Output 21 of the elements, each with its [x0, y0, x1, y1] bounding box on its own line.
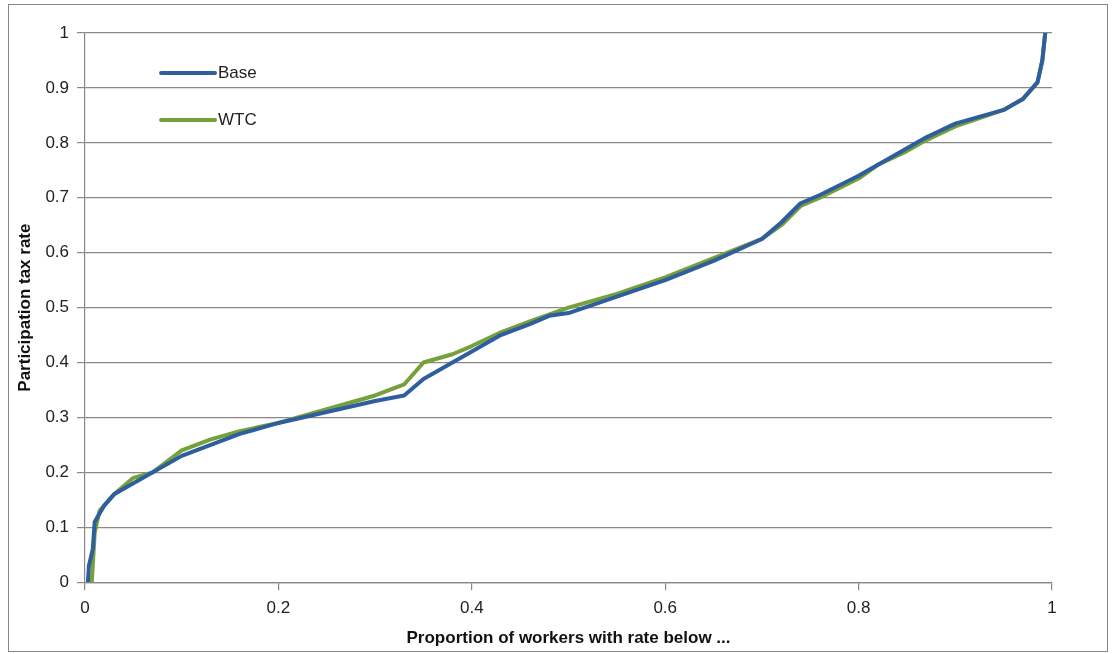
x-tick-label: 0.8 — [846, 598, 871, 618]
y-tick-label: 0.8 — [45, 132, 70, 152]
y-tick-label: 0 — [59, 571, 70, 591]
y-tick-label: 0.2 — [45, 462, 70, 482]
x-tick-label: 0 — [80, 598, 90, 618]
x-tick-label: 0.4 — [460, 598, 484, 618]
y-tick-label: 0.7 — [45, 187, 70, 207]
y-tick-label: 0.6 — [45, 242, 70, 262]
y-tick-label: 0.5 — [45, 297, 70, 317]
x-tick-label: 0.2 — [266, 598, 291, 618]
legend-label: WTC — [218, 109, 257, 129]
legend-label: Base — [218, 62, 257, 82]
x-tick-label: 0.6 — [653, 598, 678, 618]
y-tick-label: 0.9 — [45, 77, 70, 97]
y-tick-label: 0.1 — [45, 516, 70, 536]
y-axis-title: Participation tax rate — [14, 223, 34, 392]
x-axis-title: Proportion of workers with rate below ... — [406, 628, 731, 648]
y-tick-label: 0.4 — [45, 352, 70, 372]
x-tick-label: 1 — [1047, 598, 1057, 618]
y-tick-label: 1 — [59, 22, 70, 42]
y-tick-label: 0.3 — [45, 407, 70, 427]
